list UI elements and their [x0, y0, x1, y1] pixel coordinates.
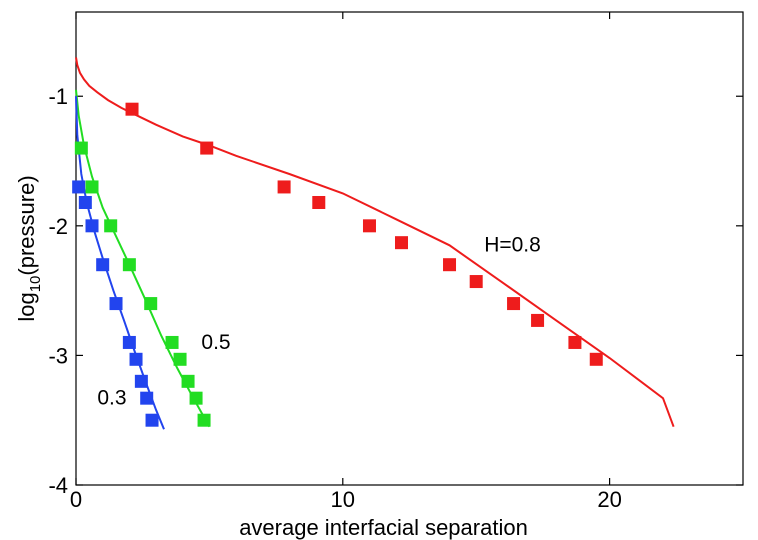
series-marker-1: [189, 391, 203, 405]
series-line-1: [75, 89, 211, 428]
series-marker-0: [589, 352, 603, 366]
series-marker-2: [85, 219, 99, 233]
series-marker-1: [104, 219, 118, 233]
series-marker-1: [165, 335, 179, 349]
series-marker-0: [443, 258, 457, 272]
series-marker-0: [568, 335, 582, 349]
series-line-2: [75, 96, 165, 430]
y-axis-label-main: log: [14, 292, 39, 321]
y-axis-label-rest: (pressure): [14, 175, 39, 275]
y-axis-label-sub: 10: [27, 276, 44, 293]
series-marker-1: [144, 297, 158, 311]
series-marker-1: [122, 258, 136, 272]
series-marker-2: [140, 391, 154, 405]
x-tick-label: 20: [597, 487, 621, 512]
series-marker-2: [145, 413, 159, 427]
series-marker-0: [531, 313, 545, 327]
series-marker-2: [96, 258, 110, 272]
series-marker-1: [173, 352, 187, 366]
plot-frame: [75, 11, 744, 486]
series-marker-0: [312, 195, 326, 209]
y-tick-label: -3: [48, 343, 68, 368]
series-marker-0: [469, 275, 483, 289]
series-marker-0: [394, 236, 408, 250]
axis-ticks: [75, 12, 743, 486]
series-marker-2: [109, 297, 123, 311]
series-marker-1: [85, 180, 99, 194]
series-marker-0: [125, 102, 139, 116]
x-tick-label: 0: [70, 487, 82, 512]
series-marker-0: [507, 297, 521, 311]
series-marker-0: [362, 219, 376, 233]
y-axis-label: log10(pressure): [14, 175, 44, 321]
x-tick-label: 10: [331, 487, 355, 512]
series-marker-2: [78, 195, 92, 209]
x-axis-label: average interfacial separation: [239, 515, 528, 540]
series-lines: [75, 57, 675, 430]
series-marker-0: [277, 180, 291, 194]
annotation: H=0.8: [484, 234, 541, 257]
series-line-0: [75, 57, 675, 428]
y-tick-label: -2: [48, 214, 68, 239]
series-marker-1: [74, 141, 88, 155]
tick-labels: 0 10 20 -4 -3 -2 -1: [48, 84, 621, 512]
series-marker-2: [72, 180, 86, 194]
series-marker-0: [200, 141, 214, 155]
series-marker-2: [134, 374, 148, 388]
series-marker-2: [129, 352, 143, 366]
annotation: 0.3: [97, 387, 126, 410]
annotation: 0.5: [201, 331, 230, 354]
annotations: H=0.8 0.5 0.3: [97, 234, 540, 410]
y-tick-label: -4: [48, 473, 68, 498]
y-tick-label: -1: [48, 84, 68, 109]
series-markers: [72, 102, 603, 427]
series-marker-1: [181, 374, 195, 388]
series-marker-2: [122, 335, 136, 349]
series-marker-1: [197, 413, 211, 427]
